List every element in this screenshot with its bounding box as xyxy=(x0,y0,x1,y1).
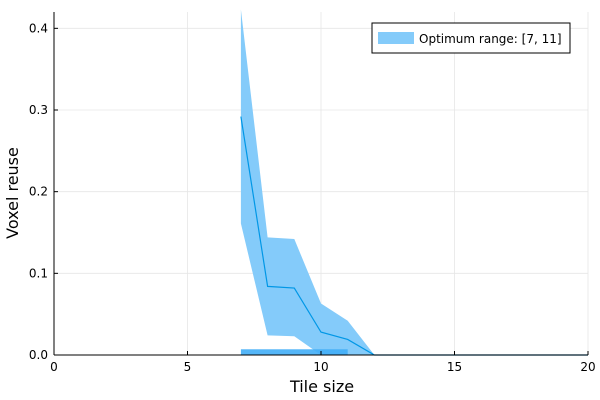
axes xyxy=(53,12,589,356)
x-tick-label: 0 xyxy=(50,360,58,374)
y-tick-label: 0.0 xyxy=(29,348,48,362)
x-tick-label: 20 xyxy=(580,360,595,374)
optimum-range-strip xyxy=(240,349,348,355)
confidence-band xyxy=(240,9,588,356)
legend-entry: Optimum range: [7, 11] xyxy=(419,32,562,46)
y-axis-title: Voxel reuse xyxy=(3,147,22,239)
legend-swatch xyxy=(378,32,414,44)
y-tick-label: 0.1 xyxy=(29,266,48,280)
x-tick-label: 5 xyxy=(184,360,192,374)
x-tick-label: 15 xyxy=(447,360,462,374)
confidence-band-layer xyxy=(240,9,588,356)
x-axis-title: Tile size xyxy=(289,377,354,396)
x-tick-label: 10 xyxy=(313,360,328,374)
y-tick-label: 0.4 xyxy=(29,21,48,35)
y-tick-label: 0.2 xyxy=(29,185,48,199)
legend: Optimum range: [7, 11] xyxy=(371,22,571,54)
tick-labels: 0 5 10 15 20 0.0 0.1 0.2 0.3 0.4 xyxy=(29,21,596,374)
y-tick-label: 0.3 xyxy=(29,103,48,117)
